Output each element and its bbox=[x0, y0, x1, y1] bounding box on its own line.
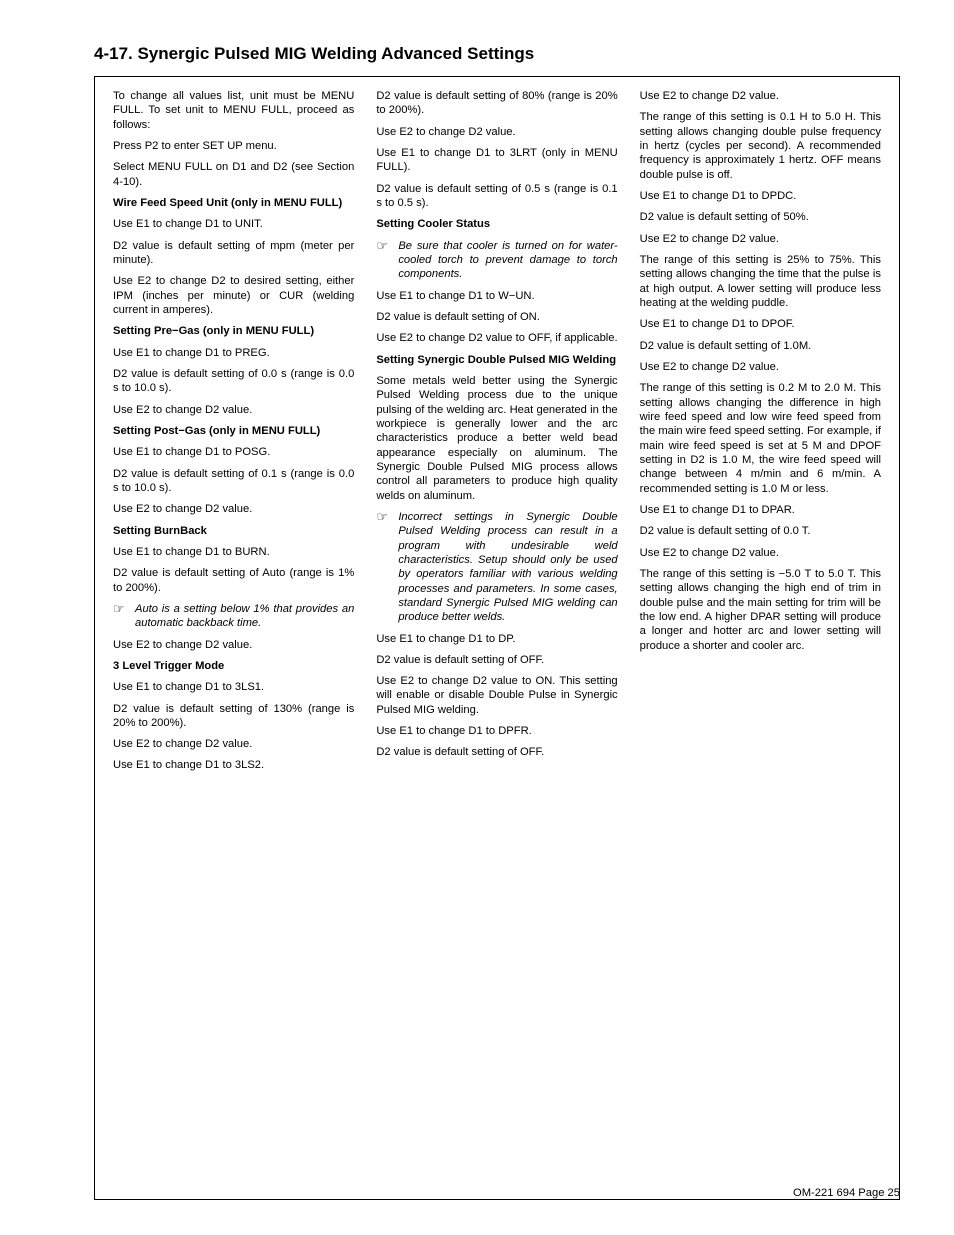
body-paragraph: The range of this setting is −5.0 T to 5… bbox=[640, 567, 881, 653]
body-paragraph: Use E2 to change D2 value. bbox=[113, 403, 354, 417]
note-text: Auto is a setting below 1% that provides… bbox=[135, 602, 354, 631]
body-paragraph: D2 value is default setting of OFF. bbox=[376, 653, 617, 667]
note-icon: ☞ bbox=[376, 510, 398, 524]
subheading: Setting BurnBack bbox=[113, 524, 354, 538]
body-paragraph: Use E2 to change D2 value. bbox=[640, 89, 881, 103]
body-paragraph: Use E1 to change D1 to DPOF. bbox=[640, 317, 881, 331]
body-paragraph: D2 value is default setting of 80% (rang… bbox=[376, 89, 617, 118]
subheading: Setting Cooler Status bbox=[376, 217, 617, 231]
body-paragraph: Use E2 to change D2 value. bbox=[113, 638, 354, 652]
note-block: ☞Be sure that cooler is turned on for wa… bbox=[376, 239, 617, 282]
body-paragraph: D2 value is default setting of OFF. bbox=[376, 745, 617, 759]
body-paragraph: Use E1 to change D1 to 3LRT (only in MEN… bbox=[376, 146, 617, 175]
body-paragraph: D2 value is default setting of 0.0 s (ra… bbox=[113, 367, 354, 396]
body-paragraph: D2 value is default setting of 0.5 s (ra… bbox=[376, 182, 617, 211]
body-paragraph: D2 value is default setting of Auto (ran… bbox=[113, 566, 354, 595]
body-paragraph: The range of this setting is 0.1 H to 5.… bbox=[640, 110, 881, 182]
body-paragraph: D2 value is default setting of 50%. bbox=[640, 210, 881, 224]
body-paragraph: Use E1 to change D1 to PREG. bbox=[113, 346, 354, 360]
note-block: ☞Auto is a setting below 1% that provide… bbox=[113, 602, 354, 631]
subheading: Wire Feed Speed Unit (only in MENU FULL) bbox=[113, 196, 354, 210]
body-paragraph: To change all values list, unit must be … bbox=[113, 89, 354, 132]
body-paragraph: Use E1 to change D1 to DPAR. bbox=[640, 503, 881, 517]
body-paragraph: Select MENU FULL on D1 and D2 (see Secti… bbox=[113, 160, 354, 189]
page-footer: OM-221 694 Page 25 bbox=[793, 1187, 900, 1199]
body-paragraph: Use E1 to change D1 to DP. bbox=[376, 632, 617, 646]
body-paragraph: Use E1 to change D1 to 3LS2. bbox=[113, 758, 354, 772]
body-paragraph: D2 value is default setting of 1.0M. bbox=[640, 339, 881, 353]
body-paragraph: Use E1 to change D1 to 3LS1. bbox=[113, 680, 354, 694]
note-block: ☞Incorrect settings in Synergic Double P… bbox=[376, 510, 617, 625]
body-paragraph: Use E2 to change D2 value to OFF, if app… bbox=[376, 331, 617, 345]
content-frame: To change all values list, unit must be … bbox=[94, 76, 900, 1200]
body-paragraph: D2 value is default setting of 0.1 s (ra… bbox=[113, 467, 354, 496]
body-paragraph: D2 value is default setting of mpm (mete… bbox=[113, 239, 354, 268]
subheading: Setting Synergic Double Pulsed MIG Weldi… bbox=[376, 353, 617, 367]
content-columns: To change all values list, unit must be … bbox=[113, 89, 881, 779]
body-paragraph: Use E2 to change D2 value. bbox=[640, 232, 881, 246]
body-paragraph: Use E2 to change D2 value. bbox=[640, 360, 881, 374]
subheading: Setting Pre−Gas (only in MENU FULL) bbox=[113, 324, 354, 338]
body-paragraph: Use E1 to change D1 to POSG. bbox=[113, 445, 354, 459]
body-paragraph: Use E2 to change D2 value. bbox=[113, 737, 354, 751]
note-icon: ☞ bbox=[376, 239, 398, 253]
body-paragraph: Press P2 to enter SET UP menu. bbox=[113, 139, 354, 153]
body-paragraph: Use E2 to change D2 to desired setting, … bbox=[113, 274, 354, 317]
body-paragraph: Some metals weld better using the Synerg… bbox=[376, 374, 617, 503]
body-paragraph: Use E2 to change D2 value. bbox=[376, 125, 617, 139]
note-icon: ☞ bbox=[113, 602, 135, 616]
body-paragraph: D2 value is default setting of 0.0 T. bbox=[640, 524, 881, 538]
body-paragraph: Use E1 to change D1 to DPFR. bbox=[376, 724, 617, 738]
body-paragraph: The range of this setting is 0.2 M to 2.… bbox=[640, 381, 881, 496]
note-text: Incorrect settings in Synergic Double Pu… bbox=[398, 510, 617, 625]
body-paragraph: Use E1 to change D1 to DPDC. bbox=[640, 189, 881, 203]
body-paragraph: Use E2 to change D2 value to ON. This se… bbox=[376, 674, 617, 717]
body-paragraph: Use E2 to change D2 value. bbox=[113, 502, 354, 516]
subheading: Setting Post−Gas (only in MENU FULL) bbox=[113, 424, 354, 438]
body-paragraph: The range of this setting is 25% to 75%.… bbox=[640, 253, 881, 310]
section-title: 4-17. Synergic Pulsed MIG Welding Advanc… bbox=[94, 44, 900, 64]
body-paragraph: Use E2 to change D2 value. bbox=[640, 546, 881, 560]
body-paragraph: D2 value is default setting of ON. bbox=[376, 310, 617, 324]
body-paragraph: D2 value is default setting of 130% (ran… bbox=[113, 702, 354, 731]
note-text: Be sure that cooler is turned on for wat… bbox=[398, 239, 617, 282]
body-paragraph: Use E1 to change D1 to W−UN. bbox=[376, 289, 617, 303]
body-paragraph: Use E1 to change D1 to UNIT. bbox=[113, 217, 354, 231]
body-paragraph: Use E1 to change D1 to BURN. bbox=[113, 545, 354, 559]
subheading: 3 Level Trigger Mode bbox=[113, 659, 354, 673]
